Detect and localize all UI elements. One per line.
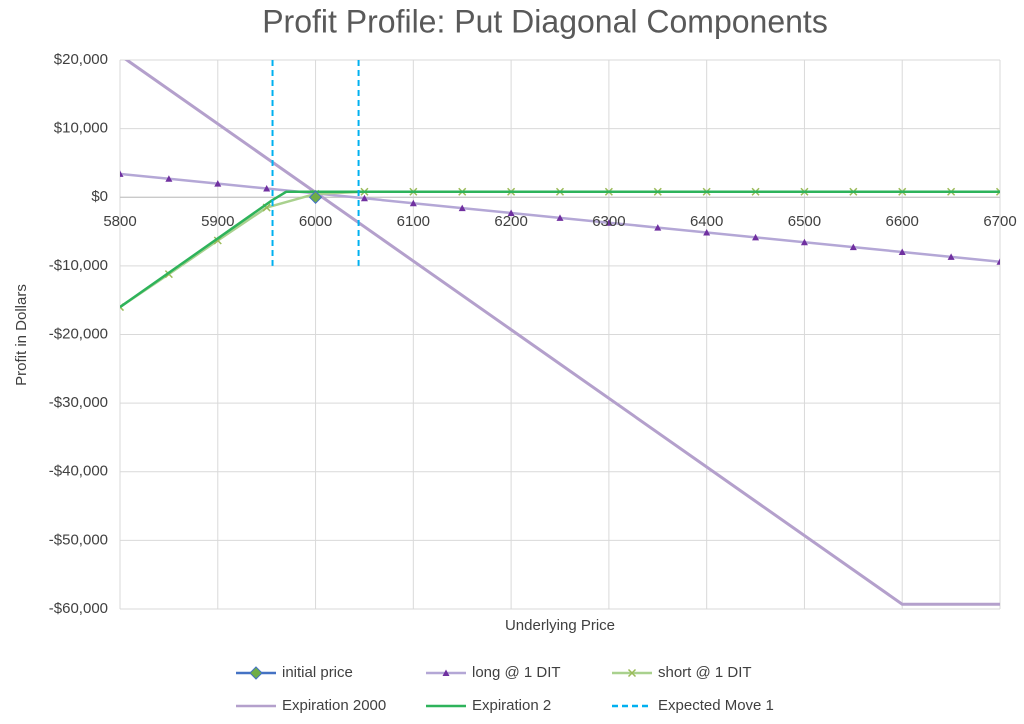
marker xyxy=(849,243,857,251)
y-axis-title: Profit in Dollars xyxy=(13,284,30,386)
marker xyxy=(249,666,263,680)
marker xyxy=(360,194,368,202)
x-tick-label: 6100 xyxy=(397,213,430,230)
marker xyxy=(627,668,637,678)
x-tick-label: 6400 xyxy=(690,213,723,230)
x-tick-label: 6200 xyxy=(494,213,527,230)
x-tick-label: 6300 xyxy=(592,213,625,230)
legend: initial price long @ 1 DIT short @ 1 DIT Ex… xyxy=(236,664,774,714)
legend-label: Expiration 2000 xyxy=(282,697,386,714)
marker xyxy=(263,185,271,192)
plot-area xyxy=(120,60,1000,606)
y-tick-label: $0 xyxy=(91,188,108,205)
marker xyxy=(800,238,808,246)
marker xyxy=(556,214,564,221)
marker xyxy=(654,224,662,231)
x-tick-label: 6700 xyxy=(983,213,1016,230)
series-line xyxy=(120,190,1000,309)
marker xyxy=(947,253,955,260)
x-tick-label: 6600 xyxy=(886,213,919,230)
marker xyxy=(458,204,466,212)
marker xyxy=(703,228,711,236)
legend-label: long @ 1 DIT xyxy=(472,664,561,681)
marker xyxy=(214,180,222,187)
legend-label: short @ 1 DIT xyxy=(658,664,752,681)
marker xyxy=(308,190,323,204)
y-tick-label: -$50,000 xyxy=(49,531,108,548)
series-line xyxy=(124,60,1000,606)
y-tick-label: -$60,000 xyxy=(49,600,108,617)
marker xyxy=(752,233,760,241)
y-tick-label: -$30,000 xyxy=(49,394,108,411)
marker xyxy=(996,258,1000,265)
y-tick-label: -$10,000 xyxy=(49,257,108,274)
marker xyxy=(898,248,906,256)
marker xyxy=(605,219,613,226)
marker xyxy=(165,175,173,182)
marker xyxy=(442,669,450,676)
y-tick-label: $10,000 xyxy=(54,120,108,137)
labels: $20,000 $10,000 $0 -$10,000 -$20,000 -$30,000… xyxy=(49,51,1017,617)
legend-label: Expected Move 1 xyxy=(658,697,774,714)
y-tick-label: -$40,000 xyxy=(49,463,108,480)
chart-title: Profit Profile: Put Diagonal Components xyxy=(262,3,828,39)
x-tick-label: 5800 xyxy=(103,213,136,230)
x-tick-label: 6500 xyxy=(788,213,821,230)
marker xyxy=(120,170,124,177)
marker xyxy=(995,187,1000,196)
x-axis-title: Underlying Price xyxy=(505,617,615,634)
legend-label: initial price xyxy=(282,664,353,681)
y-tick-label: -$20,000 xyxy=(49,325,108,342)
x-tick-label: 5900 xyxy=(201,213,234,230)
grid xyxy=(119,59,1001,610)
marker xyxy=(507,209,515,216)
x-tick-label: 6000 xyxy=(299,213,332,230)
marker xyxy=(409,199,417,207)
legend-label: Expiration 2 xyxy=(472,697,551,714)
y-tick-label: $20,000 xyxy=(54,51,108,68)
